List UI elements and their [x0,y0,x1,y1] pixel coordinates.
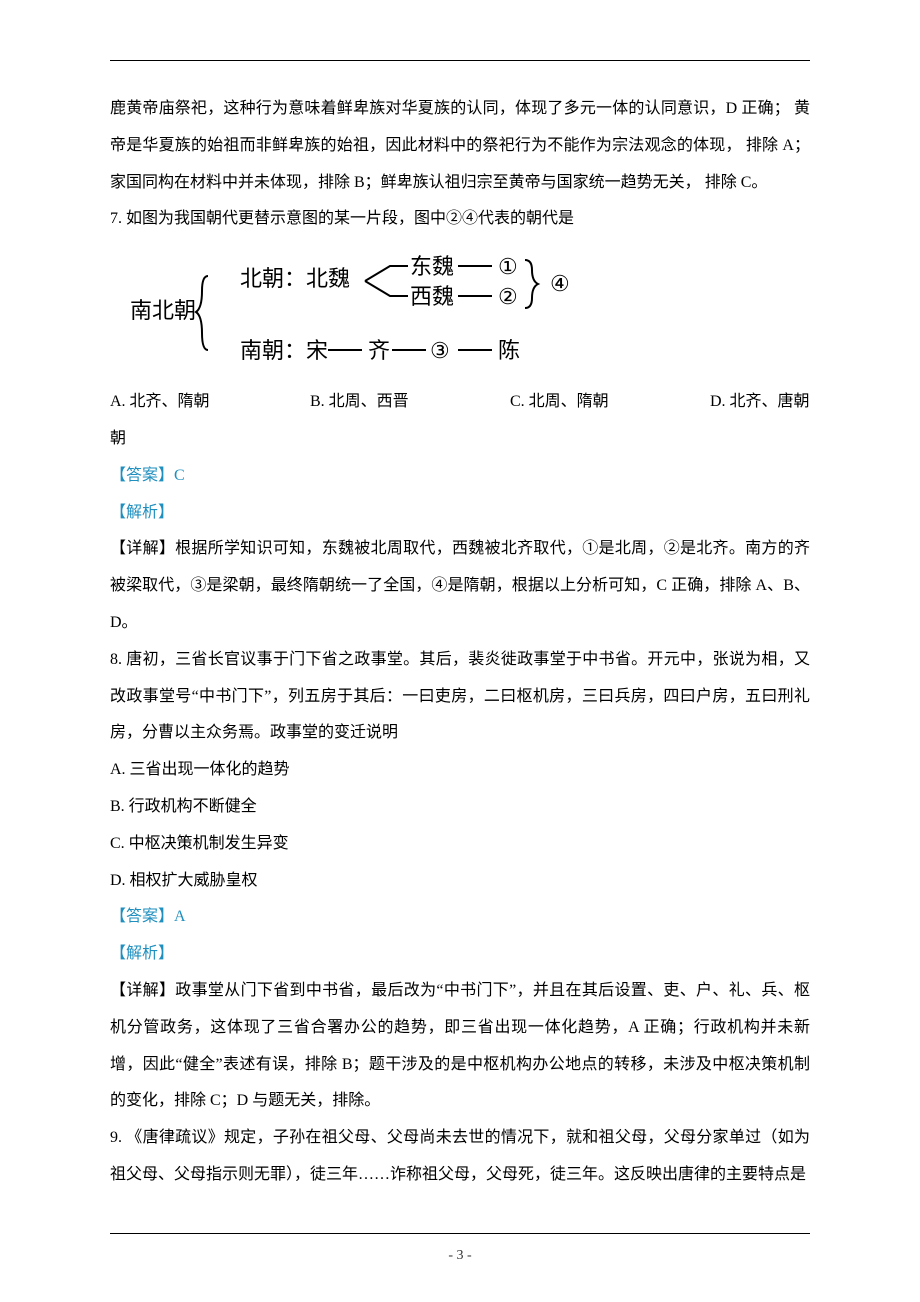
q7-analysis-label: 【解析】 [110,495,810,532]
q8-option-b: B. 行政机构不断健全 [110,789,470,826]
q6-line4: 排除 C。 [705,174,768,191]
dynasty-diagram: 南北朝 北朝：北魏 南朝：宋 东魏 西魏 ① ② ④ 齐 ③ 陈 [130,246,810,376]
q7-option-d-overflow: 朝 [110,421,810,458]
q7-stem: 7. 如图为我国朝代更替示意图的某一片段，图中②④代表的朝代是 [110,201,810,238]
diagram-root: 南北朝 [130,298,196,323]
diagram-xiwei: 西魏 [410,284,454,309]
dynasty-diagram-svg: 南北朝 北朝：北魏 南朝：宋 东魏 西魏 ① ② ④ 齐 ③ 陈 [130,246,630,376]
q8-option-d: D. 相权扩大威胁皇权 [110,863,470,900]
page-container: 鹿黄帝庙祭祀，这种行为意味着鲜卑族对华夏族的认同，体现了多元一体的认同意识，D … [0,0,920,1302]
diagram-marker2: ② [498,284,518,309]
q8-option-c: C. 中枢决策机制发生异变 [110,826,470,863]
q7-option-a: A. 北齐、隋朝 [110,384,310,421]
diagram-chen: 陈 [498,338,520,363]
q6-line1: 鹿黄帝庙祭祀，这种行为意味着鲜卑族对华夏族的认同，体现了多元一体的认同意识，D … [110,100,790,117]
q8-options: A. 三省出现一体化的趋势 B. 行政机构不断健全 C. 中枢决策机制发生异变 … [110,752,810,899]
page-footer: - 3 - [0,1233,920,1272]
q7-answer: 【答案】C [110,458,810,495]
q6-explanation-cont: 鹿黄帝庙祭祀，这种行为意味着鲜卑族对华夏族的认同，体现了多元一体的认同意识，D … [110,91,810,201]
q8-analysis-label: 【解析】 [110,936,810,973]
diagram-qi: 齐 [368,338,390,363]
diagram-south: 南朝：宋 [240,338,328,363]
q8-answer: 【答案】A [110,899,810,936]
footer-rule [110,1233,810,1234]
branch-xiwei [365,281,408,296]
page-number: - 3 - [448,1248,471,1263]
q8-detail: 【详解】政事堂从门下省到中书省，最后改为“中书门下”，并且在其后设置、吏、户、礼… [110,973,810,1120]
diagram-marker4: ④ [550,271,570,296]
q7-option-d: D. 北齐、唐朝 [710,384,810,421]
diagram-marker1: ① [498,254,518,279]
q7-option-c: C. 北周、隋朝 [510,384,710,421]
brace-right [525,260,538,308]
q9-stem: 9. 《唐律疏议》规定，子孙在祖父母、父母尚未去世的情况下，就和祖父母，父母分家… [110,1120,810,1194]
q7-detail: 【详解】根据所学知识可知，东魏被北周取代，西魏被北齐取代，①是北周，②是北齐。南… [110,531,810,641]
q8-stem: 8. 唐初，三省长官议事于门下省之政事堂。其后，裴炎徙政事堂于中书省。开元中，张… [110,642,810,752]
brace-left [196,276,208,350]
diagram-north: 北朝：北魏 [240,266,350,291]
branch-dongwei [365,266,408,281]
q8-option-a: A. 三省出现一体化的趋势 [110,752,470,789]
q7-options: A. 北齐、隋朝 B. 北周、西晋 C. 北周、隋朝 D. 北齐、唐朝 [110,384,810,421]
top-horizontal-rule [110,60,810,61]
diagram-marker3: ③ [430,338,450,363]
q7-option-b: B. 北周、西晋 [310,384,510,421]
diagram-dongwei: 东魏 [410,254,454,279]
